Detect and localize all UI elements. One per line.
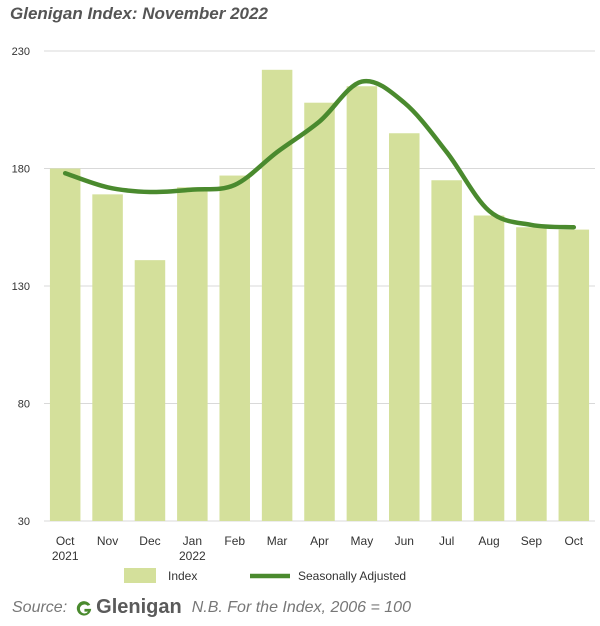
bar-index	[346, 86, 378, 521]
line-point	[318, 120, 321, 123]
line-point	[275, 150, 279, 154]
line-point	[148, 190, 152, 194]
bar-index	[389, 133, 420, 521]
y-tick-label: 80	[18, 399, 30, 411]
brand-logo: Glenigan	[75, 596, 182, 619]
line-point	[63, 171, 67, 175]
x-tick-label: May	[351, 534, 374, 548]
y-tick-label: 30	[18, 516, 30, 528]
footer-note: N.B. For the Index, 2006 = 100	[191, 598, 411, 616]
bar-index	[92, 194, 123, 521]
line-point	[233, 183, 237, 187]
source-label: Source:	[12, 598, 68, 616]
line-point	[106, 185, 110, 189]
x-tick-label: Nov	[97, 534, 118, 548]
y-tick-label: 180	[12, 164, 30, 176]
bar-index	[304, 102, 335, 521]
line-point	[445, 150, 449, 154]
x-tick-label: Jul	[439, 534, 454, 548]
x-tick-label: Oct	[564, 534, 583, 548]
brand-name: Glenigan	[96, 596, 182, 618]
x-tick-label: Mar	[267, 534, 288, 548]
x-tick-label: Sep	[521, 534, 543, 548]
x-tick-label: Dec	[139, 534, 160, 548]
bar-index	[516, 227, 547, 521]
bar-index	[431, 180, 462, 521]
bar-index	[558, 229, 590, 521]
legend-label-seasonally-adjusted: Seasonally Adjusted	[298, 569, 406, 583]
x-tick-sublabel: 2022	[179, 549, 206, 563]
bar-index	[134, 260, 166, 521]
line-point	[572, 225, 576, 229]
x-tick-label: Feb	[224, 534, 245, 548]
x-tick-label: Oct	[56, 534, 75, 548]
y-tick-label: 130	[12, 281, 30, 293]
chart-title: Glenigan Index: November 2022	[10, 4, 268, 23]
bar-index	[473, 215, 505, 521]
legend-label-index: Index	[168, 569, 197, 583]
line-point	[487, 209, 491, 213]
x-tick-sublabel: 2021	[52, 549, 79, 563]
line-point	[529, 223, 533, 227]
bar-index	[177, 187, 208, 522]
line-point	[190, 188, 194, 192]
x-tick-label: Jun	[395, 534, 414, 548]
line-point	[402, 101, 406, 105]
x-tick-label: Aug	[478, 534, 499, 548]
y-tick-label: 230	[12, 46, 30, 58]
legend-swatch-index	[124, 568, 156, 583]
x-tick-label: Jan	[183, 534, 202, 548]
bar-index	[219, 175, 250, 522]
x-tick-label: Apr	[310, 534, 329, 548]
bar-index	[49, 168, 81, 521]
line-point	[360, 80, 364, 84]
footer: Source: Glenigan N.B. For the Index, 200…	[12, 596, 411, 619]
glenigan-g-icon	[76, 600, 92, 616]
bar-index	[261, 69, 293, 522]
